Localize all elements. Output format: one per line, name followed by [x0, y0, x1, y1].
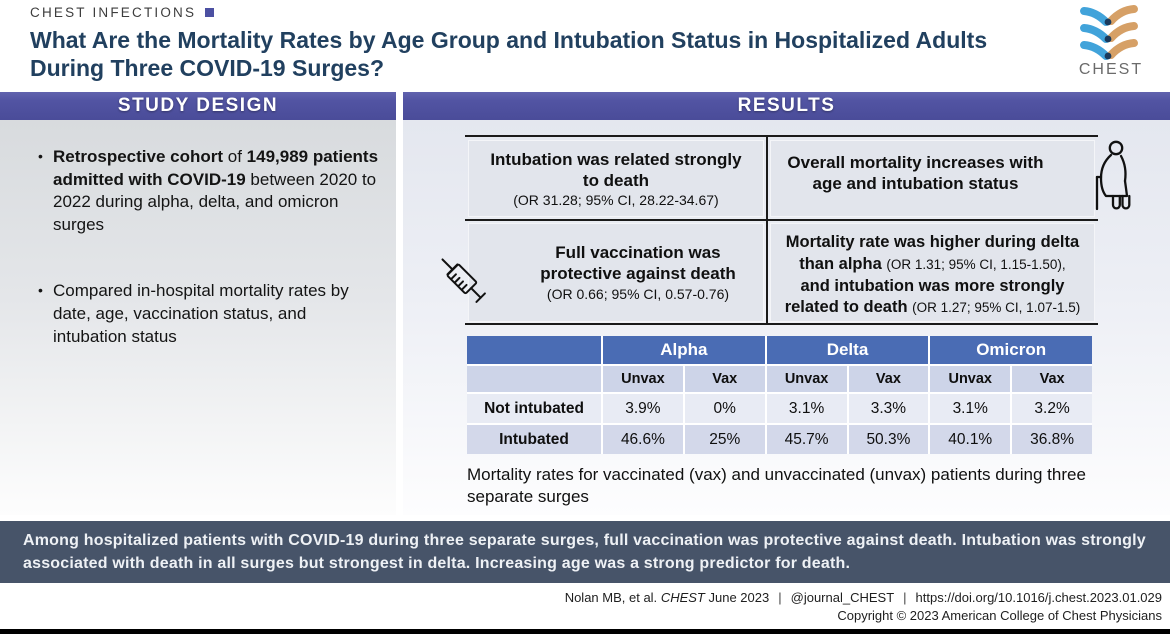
bullet1-bold-patients: 149,989 patients admitted with COVID-19	[53, 147, 379, 189]
table-cell: 40.1%	[930, 425, 1011, 454]
main-content: Retrospective cohort of 149,989 patients…	[0, 120, 1170, 515]
table-header-omicron: Omicron	[930, 336, 1092, 364]
table-cell: 3.1%	[766, 394, 847, 423]
finding-intubation-stat: (OR 31.28; 95% CI, 28.22-34.67)	[513, 192, 719, 209]
table-cell: 3.1%	[930, 394, 1011, 423]
finding-delta-stat1: (OR 1.31; 95% CI, 1.15-1.50),	[886, 256, 1066, 272]
table-cell: 25%	[684, 425, 765, 454]
bottom-border-bar	[0, 629, 1170, 634]
elderly-person-icon	[1095, 140, 1131, 211]
finding-intubation-headline: Intubation was related strongly to death	[490, 150, 742, 190]
page-title: What Are the Mortality Rates by Age Grou…	[30, 27, 1070, 82]
citation-line: Nolan MB, et al. CHEST June 2023 | @journa…	[564, 590, 1162, 605]
finding-age-headline: Overall mortality increases with age and…	[787, 153, 1044, 193]
kicker-square-icon	[205, 8, 215, 17]
finding-vaccination-headline: Full vaccination was protective against …	[540, 243, 736, 283]
footer: Nolan MB, et al. CHEST June 2023 | @journa…	[0, 585, 1170, 623]
section-header-bars: STUDY DESIGN RESULTS	[0, 92, 1170, 120]
chest-logo-icon	[1080, 5, 1138, 60]
separator: |	[903, 590, 907, 605]
study-design-header: STUDY DESIGN	[0, 92, 396, 120]
table-subheader: Vax	[684, 366, 765, 392]
table-subheader: Unvax	[766, 366, 847, 392]
results-header: RESULTS	[403, 92, 1170, 120]
chest-logo: CHEST	[1078, 3, 1144, 79]
table-subheader: Unvax	[603, 366, 683, 392]
table-cell: 0%	[684, 394, 765, 423]
doi-link: https://doi.org/10.1016/j.chest.2023.01.…	[915, 590, 1162, 605]
table-cell: 3.9%	[603, 394, 683, 423]
twitter-handle: @journal_CHEST	[790, 590, 895, 605]
table-corner-cell	[467, 336, 601, 364]
finding-delta: Mortality rate was higher during delta t…	[769, 223, 1095, 322]
findings-grid: Intubation was related strongly to death…	[465, 135, 1098, 325]
table-subheader-empty	[467, 366, 601, 392]
kicker-label: CHEST INFECTIONS	[30, 5, 197, 20]
top-header: CHEST INFECTIONS What Are the Mortality …	[0, 0, 1170, 92]
finding-delta-text: Mortality rate was higher during delta t…	[784, 233, 1081, 317]
study-design-bullet-cohort: Retrospective cohort of 149,989 patients…	[38, 146, 380, 236]
page-title-line1: What Are the Mortality Rates by Age Grou…	[30, 27, 988, 53]
table-cell: 3.3%	[848, 394, 929, 423]
finding-intubation: Intubation was related strongly to death…	[468, 140, 764, 217]
summary-text: Among hospitalized patients with COVID-1…	[23, 531, 1146, 572]
finding-delta-stat2: (OR 1.27; 95% CI, 1.07-1.5)	[912, 300, 1081, 316]
syringe-icon	[441, 258, 486, 303]
journal-name: CHEST	[660, 590, 705, 605]
table-row-label: Not intubated	[467, 394, 601, 423]
bullet1-bold-cohort: Retrospective cohort	[53, 147, 224, 166]
study-design-list: Retrospective cohort of 149,989 patients…	[0, 120, 396, 348]
copyright-line: Copyright © 2023 American College of Che…	[837, 608, 1162, 623]
table-subheader: Unvax	[930, 366, 1011, 392]
section-kicker: CHEST INFECTIONS	[30, 5, 215, 20]
finding-vaccination-stat: (OR 0.66; 95% CI, 0.57-0.76)	[546, 285, 730, 302]
mortality-table: Alpha Delta Omicron Unvax Vax Unvax Vax …	[467, 336, 1092, 454]
table-cell: 50.3%	[848, 425, 929, 454]
table-header-alpha: Alpha	[603, 336, 765, 364]
table-cell: 3.2%	[1012, 394, 1092, 423]
table-header-delta: Delta	[766, 336, 929, 364]
study-design-bullet-compared: Compared in-hospital mortality rates by …	[38, 280, 380, 348]
results-panel: Intubation was related strongly to death…	[403, 120, 1170, 515]
table-cell: 46.6%	[603, 425, 683, 454]
summary-bar: Among hospitalized patients with COVID-1…	[0, 521, 1170, 583]
table-subheader: Vax	[848, 366, 929, 392]
chest-logo-text: CHEST	[1078, 61, 1144, 78]
finding-age: Overall mortality increases with age and…	[769, 140, 1095, 217]
page-title-line2: During Three COVID-19 Surges?	[30, 54, 385, 81]
table-cell: 45.7%	[766, 425, 847, 454]
table-cell: 36.8%	[1012, 425, 1092, 454]
study-design-panel: Retrospective cohort of 149,989 patients…	[0, 120, 396, 515]
table-caption: Mortality rates for vaccinated (vax) and…	[467, 465, 1086, 507]
table-row-label: Intubated	[467, 425, 601, 454]
separator: |	[778, 590, 782, 605]
finding-vaccination: Full vaccination was protective against …	[468, 223, 764, 322]
table-subheader: Vax	[1012, 366, 1092, 392]
